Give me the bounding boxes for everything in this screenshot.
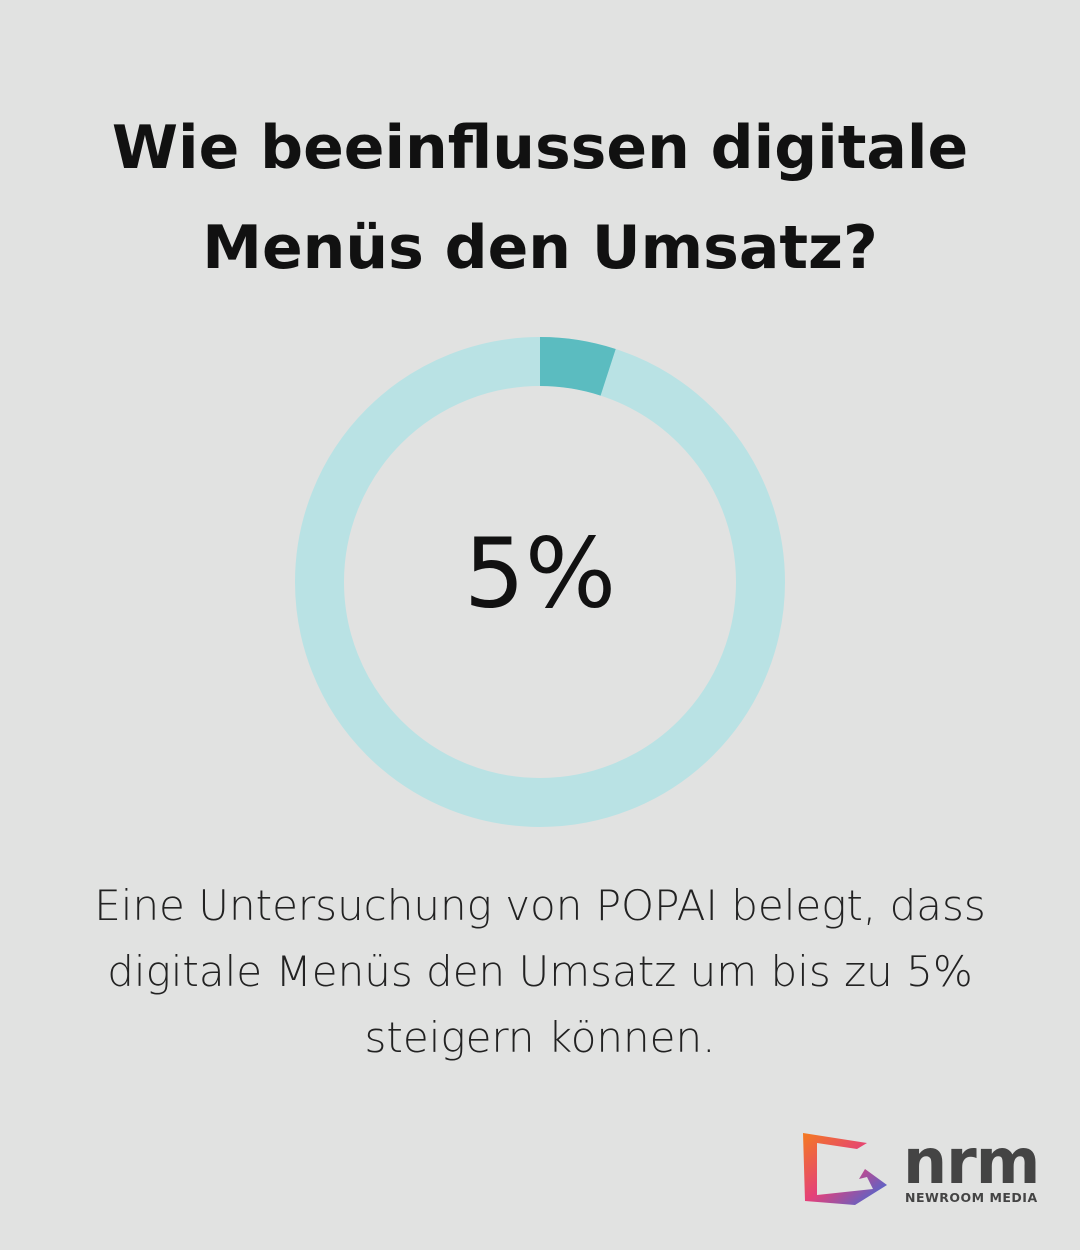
caption: Eine Untersuchung von POPAI belegt, dass… [94, 881, 986, 1062]
logo-icon [803, 1133, 887, 1205]
donut-segment [539, 337, 616, 396]
logo-mark: nrm [903, 1125, 1040, 1198]
logo-name: NEWROOM MEDIA [905, 1190, 1038, 1205]
value-label: 5% [464, 517, 616, 629]
chart: 5% [295, 337, 785, 827]
logo: nrm NEWROOM MEDIA [795, 1125, 1055, 1220]
chart-title: Wie beeinflussen digitale Menüs den Umsa… [111, 113, 969, 283]
